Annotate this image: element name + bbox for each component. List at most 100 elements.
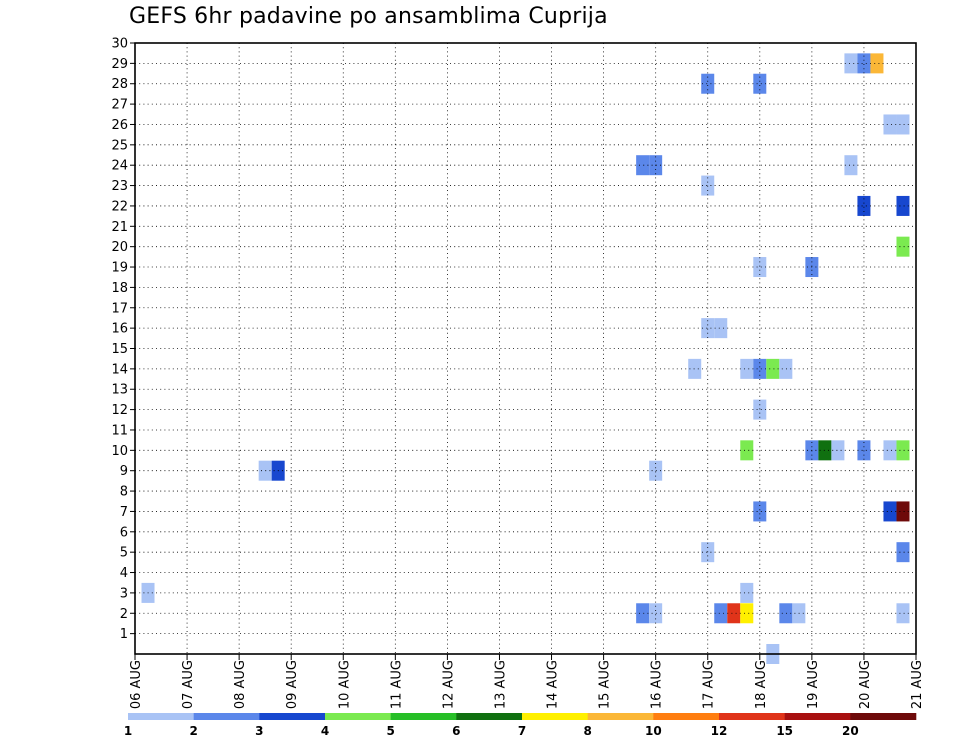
heatmap-cell-44 <box>883 501 897 522</box>
y-tick-label: 6 <box>120 525 128 540</box>
y-tick-label: 16 <box>111 322 128 337</box>
y-tick-label: 12 <box>111 403 128 418</box>
x-tick-label: 15 AUG <box>598 660 613 709</box>
y-tick-label: 22 <box>111 199 128 214</box>
y-tick-label: 13 <box>111 383 128 398</box>
y-tick-label: 11 <box>111 423 128 438</box>
colorbar-segment <box>719 713 785 720</box>
heatmap-cell-8 <box>688 358 702 379</box>
x-tick-label: 14 AUG <box>546 660 561 709</box>
y-tick-label: 30 <box>111 37 128 52</box>
heatmap-cell-39 <box>857 440 871 461</box>
heatmap-cell-13 <box>701 73 715 94</box>
heatmap-cell-32 <box>831 440 845 461</box>
colorbar-segment <box>390 713 457 720</box>
heatmap-cell-28 <box>779 603 793 624</box>
y-tick-label: 7 <box>120 505 128 520</box>
heatmap-cell-3 <box>636 603 650 624</box>
colorbar-label: 4 <box>321 724 329 738</box>
heatmap-cell-35 <box>844 53 858 74</box>
colorbar-segment <box>653 713 720 720</box>
y-tick-label: 18 <box>111 281 128 296</box>
x-tick-label: 20 AUG <box>858 660 873 709</box>
y-tick-label: 14 <box>111 362 128 377</box>
colorbar-label: 3 <box>255 724 263 738</box>
colorbar-segment <box>850 713 917 720</box>
colorbar-label: 7 <box>518 724 526 738</box>
heatmap-cell-48 <box>896 542 910 563</box>
heatmap-cell-34 <box>844 155 858 176</box>
heatmap-cell-46 <box>896 195 910 216</box>
heatmap-cell-25 <box>753 257 767 278</box>
colorbar-segment <box>325 713 391 720</box>
y-tick-label: 5 <box>120 546 128 561</box>
y-tick-label: 8 <box>120 485 128 500</box>
heatmap-cell-19 <box>740 358 754 379</box>
x-tick-label: 12 AUG <box>441 660 456 709</box>
heatmap-cell-5 <box>649 460 663 481</box>
heatmap-cell-31 <box>818 440 832 461</box>
colorbar-label: 2 <box>189 724 197 738</box>
y-tick-label: 20 <box>111 240 128 255</box>
heatmap-cell-15 <box>727 603 741 624</box>
x-tick-label: 18 AUG <box>754 660 769 709</box>
colorbar-label: 15 <box>776 724 793 738</box>
colorbar-label: 20 <box>842 724 859 738</box>
y-tick-label: 29 <box>111 57 128 72</box>
y-tick-label: 19 <box>111 261 128 276</box>
x-tick-label: 08 AUG <box>233 660 248 709</box>
y-tick-label: 4 <box>120 566 128 581</box>
y-tick-label: 21 <box>111 220 128 235</box>
colorbar-segment <box>193 713 260 720</box>
heatmap-cell-23 <box>753 501 767 522</box>
heatmap-cell-20 <box>753 358 767 379</box>
x-tick-label: 10 AUG <box>337 660 352 709</box>
x-tick-label: 19 AUG <box>806 660 821 709</box>
y-tick-label: 26 <box>111 118 128 133</box>
colorbar-segment <box>456 713 523 720</box>
colorbar-segment <box>587 713 654 720</box>
heatmap-cell-36 <box>857 53 871 74</box>
heatmap-cell-22 <box>779 358 793 379</box>
y-tick-label: 25 <box>111 138 128 153</box>
x-tick-label: 07 AUG <box>181 660 196 709</box>
colorbar-label: 10 <box>645 724 662 738</box>
heatmap-cell-16 <box>740 603 754 624</box>
y-tick-label: 24 <box>111 159 128 174</box>
colorbar-label: 5 <box>386 724 394 738</box>
heatmap-cell-1 <box>258 460 272 481</box>
heatmap-cell-14 <box>714 603 728 624</box>
heatmap-cell-38 <box>857 195 871 216</box>
heatmap-cell-49 <box>896 603 910 624</box>
y-tick-label: 10 <box>111 444 128 459</box>
colorbar-segment <box>259 713 326 720</box>
x-tick-label: 09 AUG <box>285 660 300 709</box>
heatmap-cell-4 <box>649 603 663 624</box>
colorbar-label: 8 <box>583 724 591 738</box>
heatmap-cell-6 <box>636 155 650 176</box>
x-tick-label: 11 AUG <box>389 660 404 709</box>
heatmap-cell-11 <box>714 318 728 339</box>
y-tick-label: 17 <box>111 301 128 316</box>
heatmap-cell-41 <box>896 440 910 461</box>
heatmap-cell-24 <box>753 399 767 420</box>
y-tick-label: 27 <box>111 98 128 113</box>
y-tick-label: 3 <box>120 586 128 601</box>
colorbar-segment <box>784 713 851 720</box>
x-tick-label: 17 AUG <box>702 660 717 709</box>
heatmap-cell-21 <box>766 358 780 379</box>
x-tick-label: 06 AUG <box>129 660 144 709</box>
y-tick-label: 2 <box>120 607 128 622</box>
y-tick-label: 28 <box>111 77 128 92</box>
y-tick-label: 1 <box>120 627 128 642</box>
colorbar-label: 1 <box>124 724 132 738</box>
y-tick-label: 15 <box>111 342 128 357</box>
heatmap-cell-12 <box>701 175 715 196</box>
colorbar-label: 12 <box>711 724 728 738</box>
x-tick-label: 13 AUG <box>493 660 508 709</box>
colorbar-segment <box>522 713 588 720</box>
heatmap-cell-37 <box>870 53 884 74</box>
heatmap-cell-40 <box>883 440 897 461</box>
x-tick-label: 21 AUG <box>910 660 925 709</box>
